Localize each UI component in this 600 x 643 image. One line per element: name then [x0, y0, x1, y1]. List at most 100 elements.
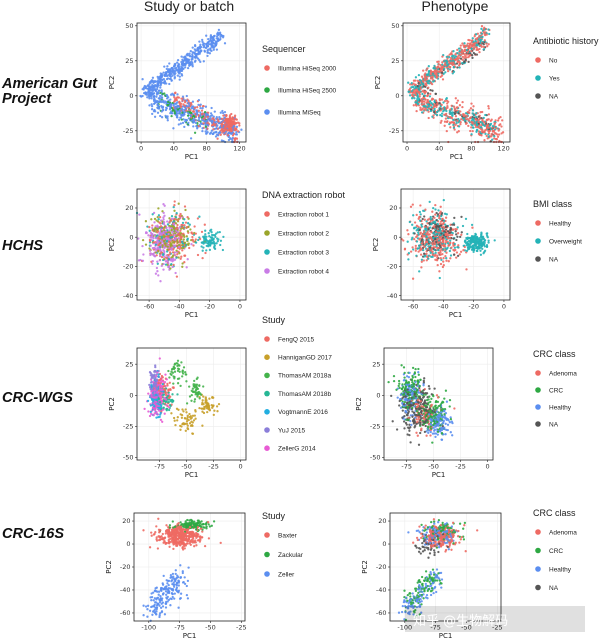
data-point — [477, 132, 481, 136]
x-tick-label: -20 — [204, 303, 215, 311]
data-point — [167, 265, 170, 269]
data-point — [151, 234, 154, 238]
data-point — [480, 231, 483, 234]
data-point — [418, 215, 421, 219]
data-point — [203, 50, 207, 53]
data-point — [176, 364, 179, 368]
data-point — [457, 130, 460, 133]
data-point — [453, 112, 457, 115]
data-point — [465, 49, 469, 52]
data-point — [157, 240, 160, 244]
data-point — [440, 244, 444, 247]
data-point — [483, 39, 486, 42]
data-point — [425, 243, 428, 246]
data-point — [175, 362, 178, 365]
data-point — [207, 232, 210, 235]
data-point — [240, 128, 243, 131]
data-point — [468, 236, 472, 240]
data-point — [166, 74, 169, 77]
data-point — [459, 123, 462, 126]
data-point — [411, 91, 414, 94]
data-point — [429, 215, 432, 219]
data-point — [204, 233, 207, 236]
data-point — [168, 62, 171, 65]
data-point — [157, 80, 161, 83]
data-point — [216, 237, 219, 240]
data-point — [471, 246, 474, 249]
data-point — [154, 243, 158, 246]
data-point — [425, 101, 428, 104]
data-point — [480, 45, 483, 48]
data-point — [439, 210, 442, 213]
data-point — [444, 113, 447, 116]
data-point — [461, 42, 464, 45]
data-point — [146, 96, 149, 99]
data-point — [157, 373, 160, 376]
data-point — [428, 233, 431, 236]
data-point — [464, 122, 468, 125]
data-point — [414, 90, 417, 93]
data-point — [164, 400, 167, 404]
data-point — [467, 124, 470, 128]
data-point — [153, 412, 156, 415]
data-point — [167, 96, 170, 99]
data-point — [210, 44, 214, 48]
data-point — [153, 97, 156, 100]
data-point — [165, 407, 169, 410]
data-point — [176, 64, 180, 67]
data-point — [468, 39, 471, 42]
data-point — [178, 111, 182, 114]
data-point — [450, 52, 453, 56]
data-point — [213, 110, 216, 113]
legend-swatch — [264, 211, 270, 217]
data-point — [482, 48, 486, 51]
data-point — [171, 101, 174, 105]
data-point — [461, 105, 464, 109]
data-point — [200, 116, 203, 119]
data-point — [147, 234, 150, 237]
data-point — [169, 110, 173, 113]
data-point — [209, 112, 213, 115]
data-point — [164, 398, 168, 401]
data-point — [446, 104, 449, 108]
data-point — [207, 37, 210, 41]
data-point — [445, 247, 448, 251]
data-point — [475, 245, 478, 248]
data-point — [175, 256, 178, 259]
x-tick-label: 40 — [170, 145, 178, 153]
data-point — [454, 123, 457, 126]
data-point — [170, 214, 174, 218]
data-point — [420, 99, 423, 102]
legend-swatch — [264, 268, 270, 274]
legend-item-label: ThomasAM 2018a — [278, 373, 331, 380]
data-point — [210, 233, 214, 237]
row-label-american-gut-line2: Project — [2, 91, 52, 107]
data-point — [181, 121, 185, 125]
data-point — [159, 76, 162, 80]
data-point — [181, 249, 184, 252]
data-point — [187, 106, 190, 109]
data-point — [439, 113, 442, 117]
data-point — [420, 266, 423, 269]
data-point — [465, 268, 468, 271]
legend-item-label: ThomasAM 2018b — [278, 391, 331, 398]
data-point — [470, 39, 473, 42]
data-point — [408, 94, 412, 97]
data-point — [186, 414, 189, 417]
y-axis-label: PC2 — [372, 238, 380, 252]
data-point — [420, 260, 423, 263]
data-point — [151, 85, 154, 88]
data-point — [442, 72, 445, 75]
data-point — [432, 221, 435, 224]
data-point — [423, 94, 427, 97]
data-point — [434, 208, 437, 211]
data-point — [477, 115, 480, 118]
data-point — [480, 117, 483, 120]
data-point — [229, 117, 232, 121]
data-point — [432, 105, 436, 109]
data-point — [199, 122, 203, 125]
data-point — [166, 220, 169, 223]
data-point — [458, 49, 461, 53]
data-point — [160, 235, 163, 239]
data-point — [165, 404, 168, 407]
